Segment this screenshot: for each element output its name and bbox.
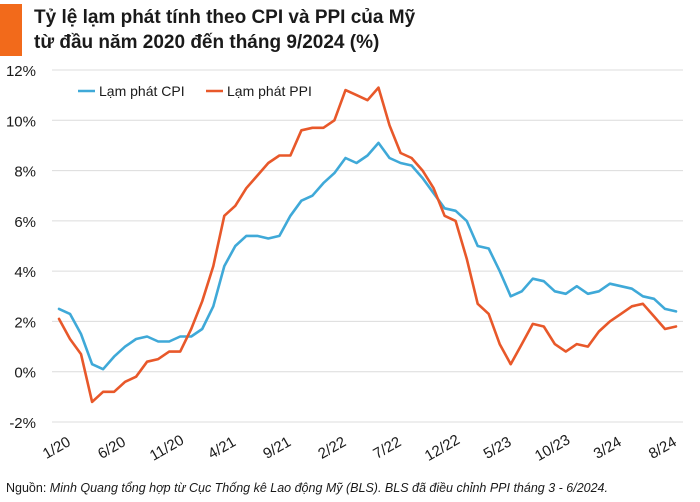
x-tick-label: 7/22 — [370, 433, 404, 462]
y-tick-label: 4% — [14, 264, 36, 281]
series-lines — [57, 86, 678, 404]
chart-title-line2: từ đầu năm 2020 đến tháng 9/2024 (%) — [34, 32, 380, 53]
x-tick-label: 9/21 — [260, 433, 294, 462]
series-line-ppi — [57, 86, 678, 404]
x-tick-label: 12/22 — [422, 431, 463, 464]
x-tick-label: 6/20 — [95, 433, 129, 462]
source-text: Minh Quang tổng hợp từ Cục Thống kê Lao … — [49, 481, 608, 495]
x-tick-label: 11/20 — [147, 432, 187, 465]
y-tick-label: 10% — [6, 113, 36, 130]
x-tick-label: 3/24 — [591, 433, 625, 462]
source-label: Nguồn: — [6, 481, 47, 495]
x-tick-label: 2/22 — [315, 433, 349, 462]
title-accent-bar — [0, 4, 22, 56]
source-note: Nguồn: Minh Quang tổng hợp từ Cục Thống … — [6, 481, 608, 495]
y-tick-label: 12% — [6, 63, 36, 80]
series-line-cpi — [57, 141, 678, 371]
legend: Lạm phát CPI Lạm phát PPI — [78, 83, 312, 99]
chart-title-line1: Tỷ lệ lạm phát tính theo CPI và PPI của … — [34, 7, 416, 28]
legend-label-ppi: Lạm phát PPI — [227, 83, 312, 99]
x-tick-label: 5/23 — [481, 433, 515, 462]
legend-label-cpi: Lạm phát CPI — [99, 83, 185, 99]
grid-lines — [52, 69, 683, 423]
x-tick-label: 4/21 — [205, 433, 239, 462]
chart-title: Tỷ lệ lạm phát tính theo CPI và PPI của … — [34, 5, 674, 55]
y-tick-label: 0% — [14, 365, 36, 382]
y-axis-tick-labels: -2% 0% 2% 4% 6% 8% 10% 12% — [6, 63, 36, 432]
y-tick-label: 6% — [14, 214, 36, 231]
x-axis-tick-labels: 1/20 6/20 11/20 4/21 9/21 2/22 7/22 12/22 5/23 10… — [40, 431, 680, 464]
x-tick-label: 1/20 — [40, 433, 74, 462]
y-tick-label: 8% — [14, 164, 36, 181]
y-tick-label: 2% — [14, 314, 36, 331]
x-tick-label: 10/23 — [532, 431, 573, 464]
x-tick-label: 8/24 — [646, 433, 680, 462]
y-tick-label: -2% — [9, 415, 36, 432]
